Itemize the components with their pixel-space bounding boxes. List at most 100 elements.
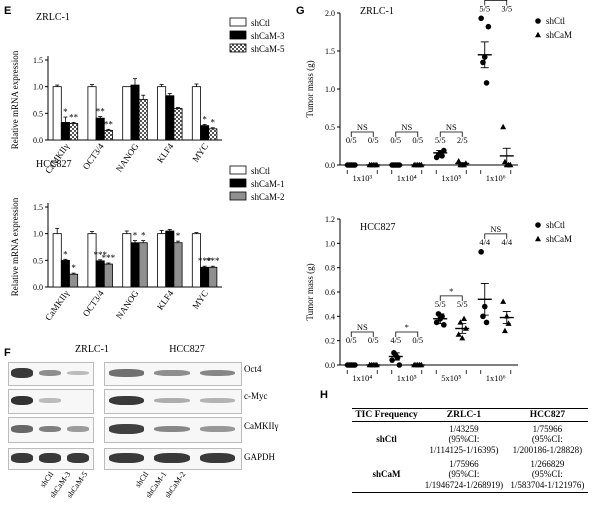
y-tick-label: 0.5 — [33, 109, 43, 118]
table-row: shCaM 1/75966 (95%CI: 1/1946724-1/268919) … — [352, 457, 588, 494]
chart-title: ZRLC-1 — [36, 12, 70, 23]
cell-line: (95%CI: — [448, 469, 480, 480]
x-tick-label: 1x10⁴ — [352, 373, 372, 383]
legend-swatch — [229, 178, 247, 188]
wb-band — [199, 453, 235, 463]
bar-shcam-5 — [173, 108, 183, 141]
wb-band — [11, 453, 33, 463]
y-axis-label: Tumor mass (g) — [305, 60, 315, 117]
legend-swatch — [229, 165, 247, 175]
panel-letter-f: F — [4, 347, 11, 359]
ratio-label-shcam: 0/5 — [412, 135, 423, 145]
wb-band — [11, 425, 33, 433]
y-tick-label: 1.0 — [33, 230, 43, 239]
wb-band — [11, 395, 33, 406]
table-cell: 1/75966 (95%CI: 1/200186-1/28828) — [507, 422, 588, 458]
significance-label: NS — [357, 122, 368, 132]
cell-line: (95%CI: — [448, 434, 480, 445]
significance-mark: *** — [206, 256, 220, 266]
group-bracket — [435, 170, 467, 174]
data-point-shctl — [485, 23, 492, 30]
wb-title-hcc: HCC827 — [169, 344, 205, 355]
y-tick-label: 2.0 — [325, 9, 335, 18]
y-tick-label: 0.6 — [325, 288, 335, 297]
x-tick-label: NANOG — [114, 141, 141, 174]
legend-label: shCaM-2 — [251, 192, 285, 202]
wb-band — [11, 368, 33, 378]
significance-bracket — [484, 233, 508, 239]
significance-mark: ** — [104, 119, 114, 129]
table-header: ZRLC-1 — [421, 408, 507, 422]
x-tick-label: 1x10⁵ — [441, 173, 461, 183]
bar-shctl — [157, 86, 167, 141]
cell-line: (95%CI: — [531, 469, 563, 480]
x-tick-label: 5x10⁵ — [441, 373, 461, 383]
legend-label: shCtl — [546, 16, 566, 26]
wb-band — [199, 426, 235, 432]
legend-label: shCaM — [546, 30, 572, 40]
significance-mark: ** — [96, 107, 106, 117]
data-point-shctl — [483, 80, 490, 86]
cell-line: 1/75966 — [449, 459, 479, 470]
data-point-shcam — [500, 123, 507, 130]
bar-shctl — [122, 233, 132, 288]
wb-band — [67, 426, 89, 432]
significance-label: * — [405, 322, 409, 332]
significance-mark: * — [176, 231, 181, 241]
table-row-label: shCaM — [352, 457, 422, 494]
table-header: HCC827 — [506, 408, 588, 422]
charts-layer: ZRLC-1 0.0 0.5 1.0 1.5 Relative mRNA expressi… — [10, 0, 572, 383]
bar-shcam-5 — [208, 128, 218, 141]
significance-mark: * — [141, 231, 146, 241]
wb-band — [199, 369, 235, 377]
wb-band — [67, 453, 89, 463]
bar-shcam-1 — [95, 260, 105, 288]
ratio-label-shcam: 5/5 — [457, 299, 468, 309]
panel-letter-h: H — [320, 389, 328, 401]
significance-mark: *** — [198, 256, 212, 266]
legend-label: shCtl — [546, 220, 566, 230]
ratio-label-shctl: 0/5 — [346, 335, 357, 345]
wb-band — [108, 369, 145, 377]
ratio-label-shcam: 0/5 — [412, 335, 423, 345]
data-point-shcam — [455, 158, 462, 164]
y-tick-label: 0.4 — [325, 312, 335, 321]
group-bracket — [391, 170, 423, 174]
significance-label: NS — [446, 122, 457, 132]
legend-label: shCaM — [546, 234, 572, 244]
significance-bracket — [395, 131, 419, 137]
x-tick-label: KLF4 — [155, 288, 176, 312]
ratio-label-shctl: 5/5 — [435, 135, 446, 145]
y-tick-label: 0.0 — [33, 136, 43, 145]
y-tick-label: 1.5 — [33, 203, 43, 212]
table-cell: 1/75966 (95%CI: 1/1946724-1/268919) — [421, 457, 507, 494]
y-axis-label: Relative mRNA expression — [10, 50, 20, 149]
data-point-shcam — [501, 327, 508, 334]
data-point-shcam — [507, 161, 514, 168]
bar-shcam-1 — [130, 242, 140, 288]
ratio-label-shcam: 2/5 — [457, 135, 468, 145]
wb-protein-oct4: Oct4 — [244, 364, 262, 374]
y-tick-label: 1.2 — [325, 215, 335, 224]
table-cell: 1/266829 (95%CI: 1/583704-1/121976) — [506, 457, 588, 494]
bar-shcam-3 — [165, 95, 175, 141]
y-tick-label: 0.0 — [33, 283, 43, 292]
x-tick-label: 1x10⁵ — [397, 373, 417, 383]
wb-protein-camkii: CaMKIIγ — [244, 421, 279, 431]
significance-bracket — [484, 0, 508, 6]
tic-frequency-table: TIC Frequency ZRLC-1 HCC827 shCtl 1/4325… — [352, 408, 588, 494]
cell-line: 1/200186-1/28828) — [512, 444, 583, 455]
bar-shctl — [122, 86, 132, 141]
wb-band — [39, 398, 61, 403]
y-tick-label: 0.8 — [325, 264, 335, 273]
ratio-label-shcam: 0/5 — [368, 335, 379, 345]
bar-shctl — [87, 233, 97, 288]
data-point-shctl — [478, 15, 484, 22]
bar-shcam-2 — [103, 263, 113, 288]
significance-label: NS — [490, 224, 501, 234]
legend-label: shCtl — [251, 18, 271, 28]
data-point-shctl — [396, 362, 403, 368]
wb-protein-gapdh: GAPDH — [244, 452, 276, 462]
significance-bracket — [439, 131, 463, 137]
panel-letter-e: E — [4, 5, 11, 17]
